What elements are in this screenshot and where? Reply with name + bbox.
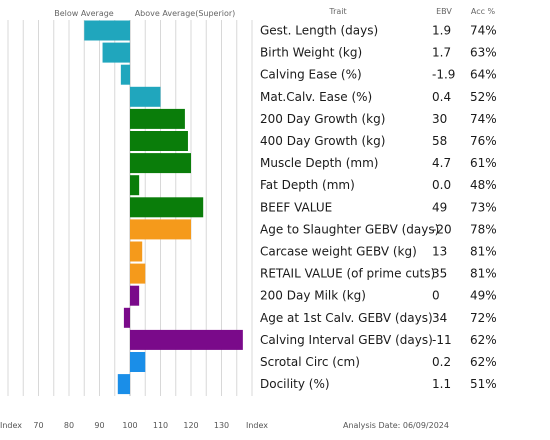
trait-label: Scrotal Circ (cm) [260, 355, 360, 369]
trait-label: Age at 1st Calv. GEBV (days) [260, 311, 433, 325]
analysis-date: Analysis Date: 06/09/2024 [343, 421, 449, 430]
accuracy-value: 62% [470, 355, 497, 369]
trait-label: Muscle Depth (mm) [260, 156, 378, 170]
trait-rows: Gest. Length (days) 1.9 74% Birth Weight (k… [260, 24, 497, 392]
trait-label: Docility (%) [260, 377, 330, 391]
accuracy-value: 81% [470, 245, 497, 259]
x-tick-label: 90 [94, 421, 104, 430]
trait-label: Birth Weight (kg) [260, 46, 362, 60]
bar-13 [130, 285, 140, 306]
accuracy-value: 49% [470, 289, 497, 303]
bar-4 [130, 86, 161, 107]
bar-3 [120, 64, 130, 85]
trait-header: Trait [328, 7, 346, 16]
trait-label: Mat.Calv. Ease (%) [260, 90, 372, 104]
x-axis-ticks: 70 80 90 100 110 120 130 [33, 421, 229, 430]
accuracy-value: 52% [470, 90, 497, 104]
x-tick-label: 100 [122, 421, 137, 430]
ebv-value: -1.9 [432, 68, 455, 82]
x-tick-label: 110 [153, 421, 168, 430]
x-tick-label: 80 [64, 421, 74, 430]
ebv-value: 0 [432, 289, 440, 303]
index-label-left: Index [0, 421, 22, 430]
accuracy-value: 63% [470, 46, 497, 60]
bar-6 [130, 131, 188, 151]
trait-label: 400 Day Growth (kg) [260, 134, 385, 148]
trait-label: Calving Ease (%) [260, 68, 362, 82]
bar-9 [130, 197, 204, 218]
x-tick-label: 130 [214, 421, 229, 430]
accuracy-value: 61% [470, 156, 497, 170]
ebv-value: 13 [432, 245, 447, 259]
trait-label: Carcase weight GEBV (kg) [260, 245, 417, 259]
bar-1 [84, 20, 130, 41]
above-average-header: Above Average(Superior) [135, 9, 236, 18]
ebv-value: 30 [432, 112, 447, 126]
bar-15 [130, 329, 243, 350]
trait-label: Fat Depth (mm) [260, 178, 355, 192]
bar-12 [130, 263, 146, 284]
acc-header: Acc % [471, 7, 496, 16]
index-label-right: Index [246, 421, 268, 430]
accuracy-value: 62% [470, 333, 497, 347]
ebv-value: 0.2 [432, 355, 451, 369]
accuracy-value: 72% [470, 311, 497, 325]
x-tick-label: 70 [33, 421, 43, 430]
trait-label: 200 Day Growth (kg) [260, 112, 385, 126]
accuracy-value: 74% [470, 24, 497, 38]
accuracy-value: 74% [470, 112, 497, 126]
trait-label: Age to Slaughter GEBV (days) [260, 222, 439, 236]
accuracy-value: 64% [470, 68, 497, 82]
trait-label: BEEF VALUE [260, 200, 332, 214]
trait-label: 200 Day Milk (kg) [260, 289, 366, 303]
accuracy-value: 48% [470, 178, 497, 192]
accuracy-value: 73% [470, 200, 497, 214]
bar-7 [130, 153, 191, 174]
bar-17 [117, 374, 130, 395]
ebv-value: 35 [432, 267, 447, 281]
ebv-value: -20 [432, 222, 452, 236]
index-bars [84, 20, 243, 395]
ebv-value: 1.1 [432, 377, 451, 391]
trait-label: Gest. Length (days) [260, 24, 378, 38]
bar-5 [130, 108, 185, 129]
bar-16 [130, 352, 146, 372]
ebv-header: EBV [436, 7, 452, 16]
bar-14 [123, 307, 130, 328]
ebv-value: 34 [432, 311, 447, 325]
ebv-value: 0.0 [432, 178, 451, 192]
bar-8 [130, 175, 140, 196]
accuracy-value: 76% [470, 134, 497, 148]
ebv-value: 0.4 [432, 90, 451, 104]
trait-label: Calving Interval GEBV (days) [260, 333, 433, 347]
ebv-value: 58 [432, 134, 447, 148]
ebv-value: 1.7 [432, 46, 451, 60]
ebv-value: -11 [432, 333, 452, 347]
ebv-value: 4.7 [432, 156, 451, 170]
accuracy-value: 78% [470, 222, 497, 236]
accuracy-value: 81% [470, 267, 497, 281]
accuracy-value: 51% [470, 377, 497, 391]
ebv-value: 1.9 [432, 24, 451, 38]
x-tick-label: 120 [183, 421, 198, 430]
below-average-header: Below Average [54, 9, 114, 18]
bar-2 [102, 42, 130, 63]
trait-label: RETAIL VALUE (of prime cuts) [260, 267, 435, 281]
bar-10 [130, 219, 191, 240]
bar-11 [130, 241, 143, 262]
ebv-value: 49 [432, 200, 447, 214]
